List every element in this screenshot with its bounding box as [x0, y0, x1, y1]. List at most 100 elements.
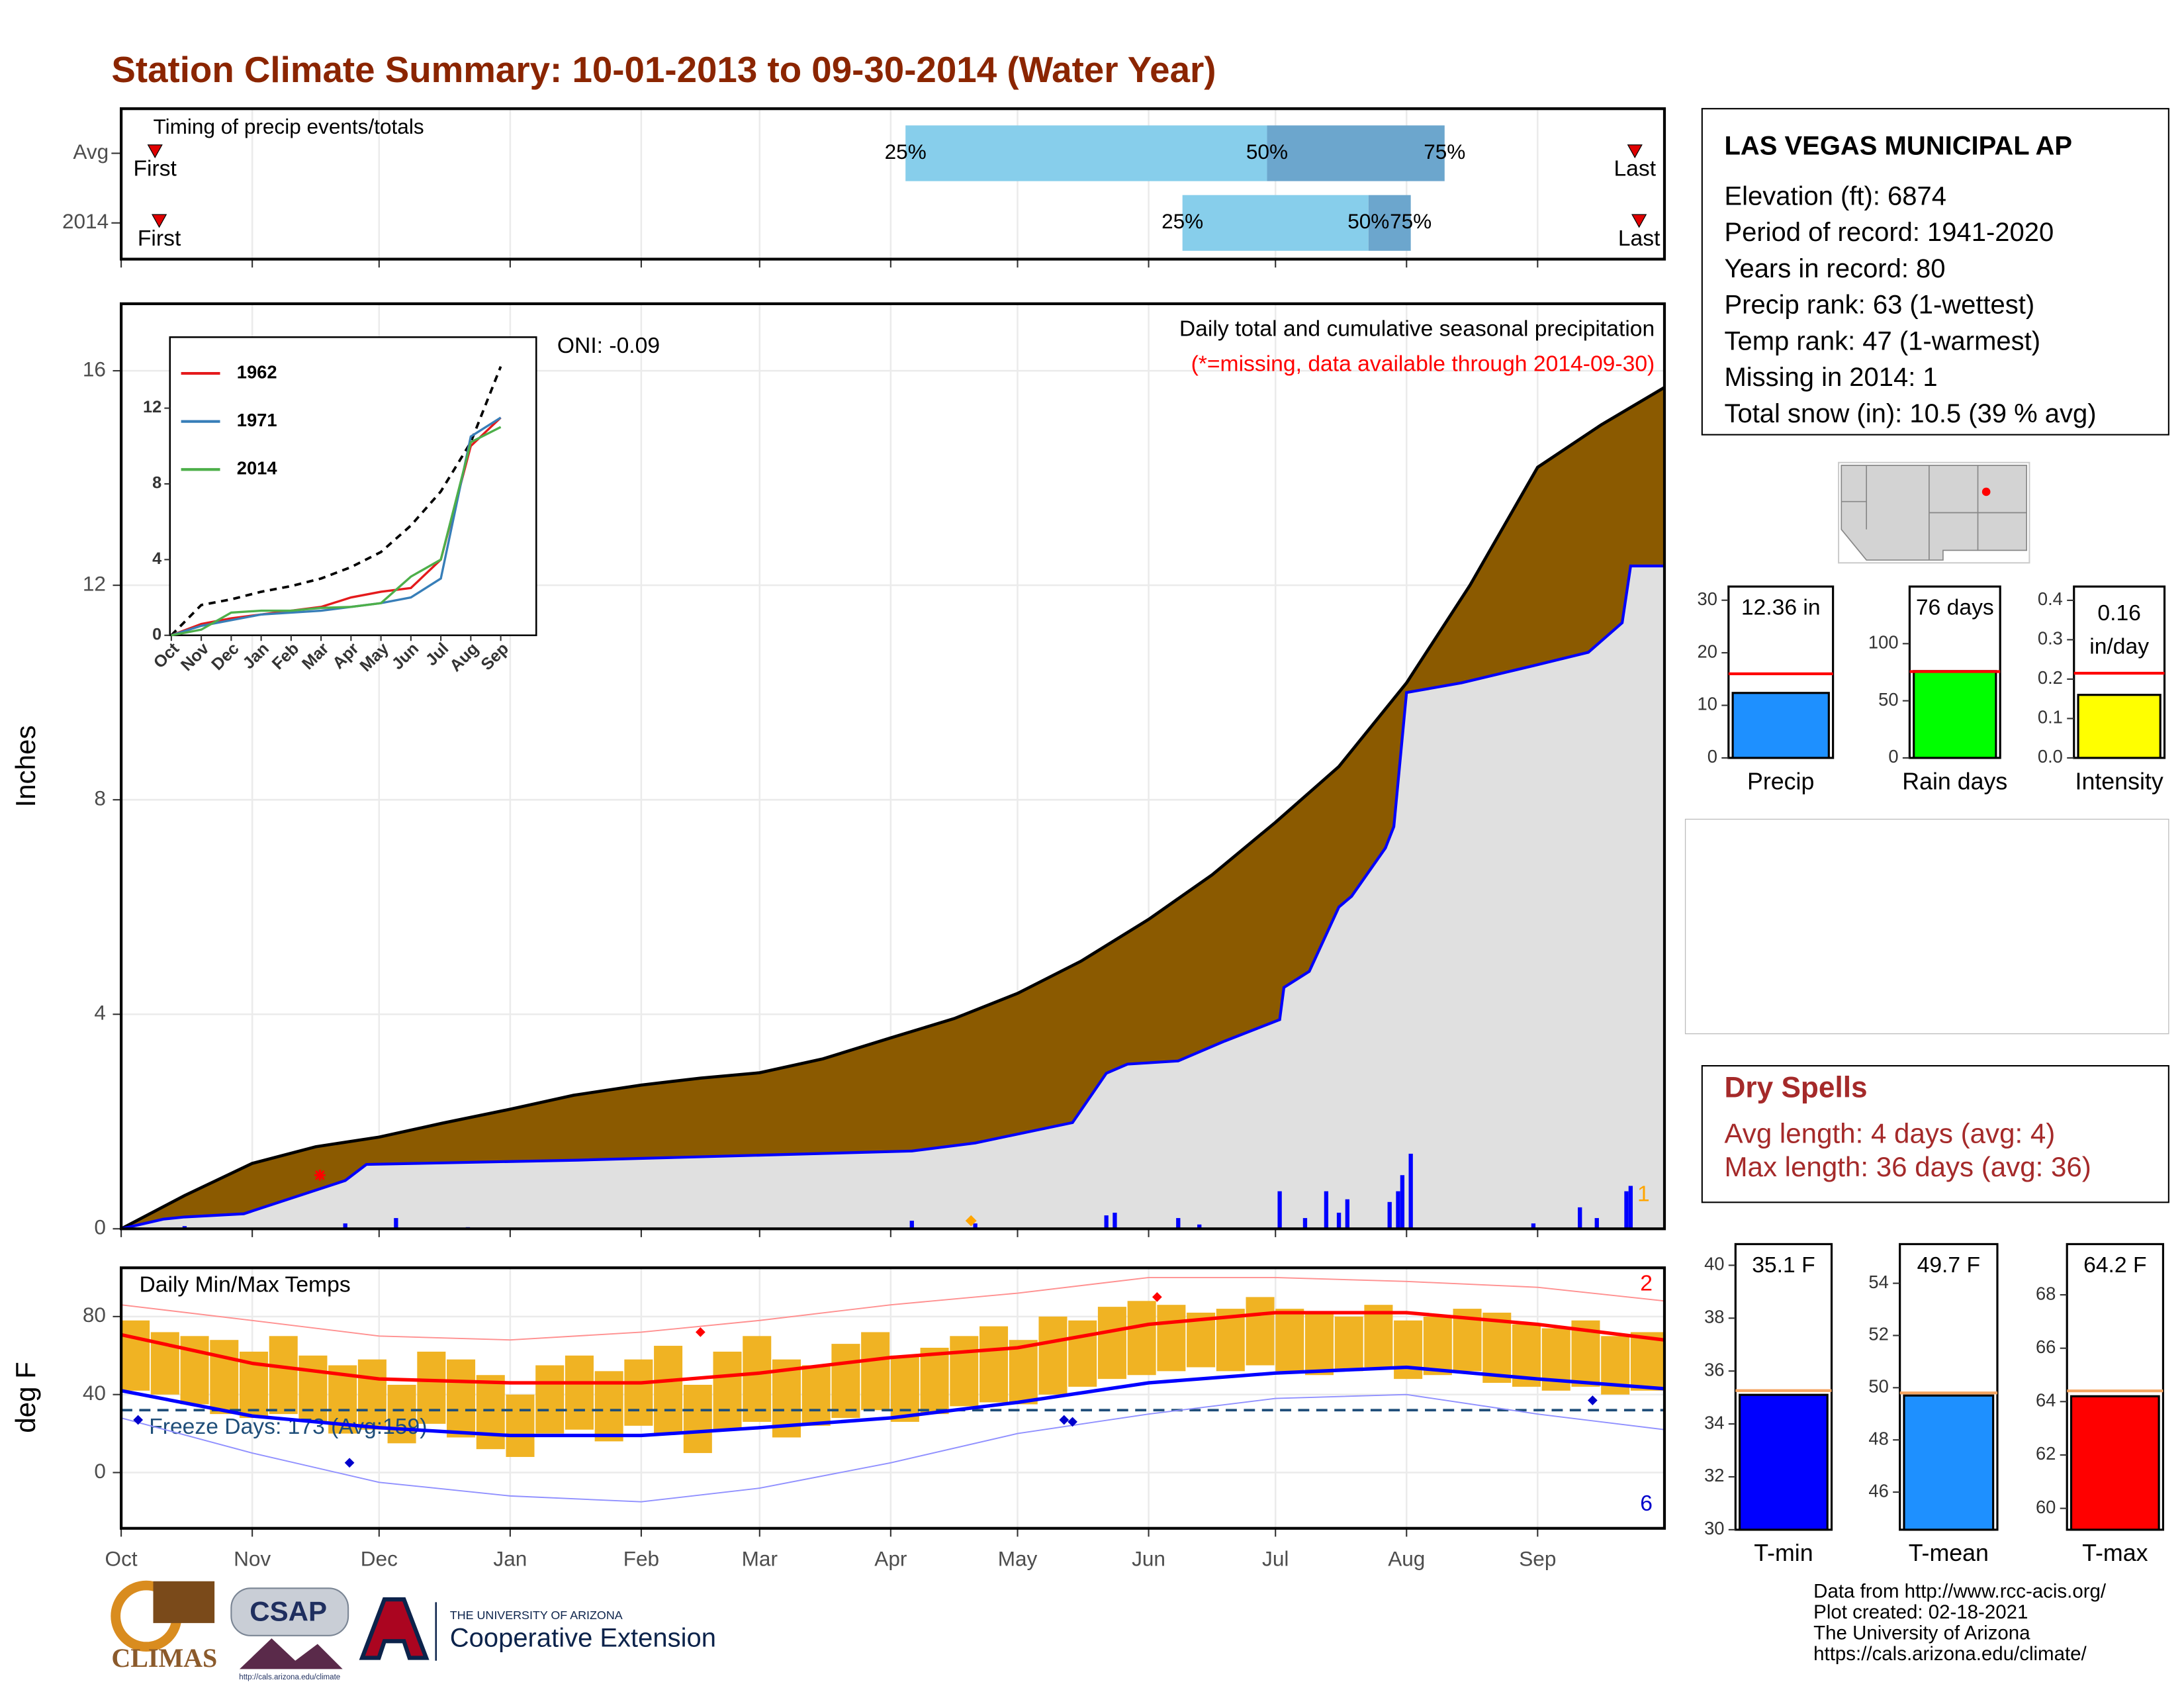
daily-precip-bar	[1302, 1218, 1308, 1229]
daily-temp-bar	[1394, 1320, 1423, 1380]
daily-precip-bar	[1396, 1191, 1400, 1229]
missing-marker	[314, 1169, 326, 1181]
gauge-tick-label: 38	[1704, 1307, 1724, 1327]
daily-temp-bar	[1423, 1316, 1452, 1376]
panel-title: Daily total and cumulative seasonal prec…	[1179, 317, 1655, 342]
flag-count: 1	[1637, 1182, 1650, 1207]
temp-line	[120, 1311, 1665, 1385]
csap-url: http://cals.arizona.edu/climate	[239, 1673, 340, 1681]
quantile-label: 50%	[1246, 140, 1288, 164]
y-tick-label: 80	[83, 1303, 106, 1327]
gauge-category: Rain days	[1902, 768, 2007, 794]
dry-spells-line: Max length: 36 days (avg: 36)	[1724, 1151, 2091, 1182]
quantile-label: 25%	[1161, 209, 1203, 233]
daily-precip-bar	[1624, 1191, 1629, 1229]
daily-temp-bar	[1097, 1307, 1126, 1380]
daily-temp-bar	[654, 1346, 683, 1434]
gauge-tick-label: 50	[1878, 689, 1898, 710]
gauge-tick-label: 50	[1868, 1376, 1888, 1397]
x-tick-label: May	[998, 1547, 1038, 1571]
gauge-category: Precip	[1747, 768, 1814, 794]
daily-temp-bar	[861, 1332, 890, 1411]
timing-marker	[147, 144, 163, 159]
daily-temp-bar	[950, 1336, 979, 1407]
footer-line: The University of Arizona	[1813, 1622, 2030, 1644]
record-marker	[344, 1458, 355, 1468]
marker-label: First	[133, 157, 177, 181]
page-title: Station Climate Summary: 10-01-2013 to 0…	[111, 49, 1216, 90]
daily-temp-bar	[1009, 1340, 1038, 1405]
daily-temp-bar	[180, 1336, 209, 1405]
y-tick-label: 40	[83, 1381, 106, 1405]
daily-precip-bar	[1113, 1212, 1117, 1229]
daily-precip-bar	[1578, 1207, 1582, 1229]
daily-precip-bar	[1400, 1175, 1405, 1229]
timing-frame	[119, 107, 1666, 261]
quantile-bar	[1182, 195, 1369, 251]
y-tick-label: 0	[94, 1215, 106, 1239]
station-line: Total snow (in): 10.5 (39 % avg)	[1724, 399, 2096, 428]
gauge-tick-label: 30	[1698, 588, 1717, 609]
gauge-tick-label: 54	[1868, 1272, 1888, 1292]
record-marker	[1588, 1395, 1598, 1405]
ua-logo	[359, 1597, 430, 1660]
station-name: LAS VEGAS MUNICIPAL AP	[1724, 132, 2072, 161]
csap-logo-text: CSAP	[250, 1595, 327, 1626]
daily-temp-bar	[1127, 1301, 1156, 1376]
temp-line	[120, 1276, 1665, 1341]
daily-precip-bar	[1531, 1223, 1536, 1229]
station-line: Years in record: 80	[1724, 254, 1945, 283]
gauge-tick-label: 46	[1868, 1480, 1888, 1501]
daily-precip-bar	[973, 1223, 978, 1229]
climas-emblem-block	[153, 1581, 215, 1623]
record-low-count: 6	[1640, 1491, 1653, 1516]
daily-precip-bar	[1176, 1218, 1181, 1229]
gauge-value-label: 64.2 F	[2083, 1253, 2146, 1278]
station-line: Elevation (ft): 6874	[1724, 181, 1946, 211]
x-tick-label: Sep	[1519, 1547, 1556, 1571]
gauge-tick-label: 0.0	[2038, 746, 2063, 767]
station-line: Precip rank: 63 (1-wettest)	[1724, 291, 2034, 320]
timing-marker	[152, 214, 167, 228]
cumulative-line	[120, 564, 1664, 1231]
daily-precip-bar	[1345, 1199, 1349, 1229]
inset-y-tick-label: 0	[152, 625, 161, 643]
daily-temp-bar	[1246, 1297, 1275, 1366]
dry-spells-line: Avg length: 4 days (avg: 4)	[1724, 1117, 2055, 1149]
station-box	[1701, 108, 2169, 436]
csap-cloud	[230, 1587, 349, 1636]
inset-y-tick-label: 4	[152, 549, 161, 568]
x-tick-label: Jun	[1132, 1547, 1165, 1571]
station-line: Missing in 2014: 1	[1724, 363, 1937, 392]
legend-label: 1971	[237, 410, 277, 430]
daily-temp-bar	[357, 1359, 387, 1430]
locator-map	[1838, 461, 2030, 564]
y-axis-label: deg F	[10, 1362, 41, 1433]
gauge-tick-label: 10	[1698, 694, 1717, 714]
gauge-tick-label: 100	[1868, 632, 1899, 653]
gauge-value-label: 76 days	[1916, 596, 1994, 620]
gauge-unit-label: in/day	[2089, 635, 2149, 659]
marker-label: Last	[1614, 157, 1656, 181]
gauge-tick-label: 0	[1707, 746, 1717, 767]
gauge-tick-label: 0.1	[2038, 707, 2063, 727]
temp-line	[120, 1393, 1665, 1503]
gauge-tick-label: 66	[2036, 1336, 2056, 1357]
daily-precip-bar	[1324, 1191, 1329, 1229]
gauge-value-label: 0.16	[2097, 601, 2141, 626]
daily-temp-bar	[1157, 1305, 1186, 1372]
gauge-tick-label: 64	[2036, 1390, 2056, 1411]
row-label: Avg	[73, 140, 109, 164]
logos: CLIMAS CSAP http://cals.arizona.edu/clim…	[111, 1580, 716, 1681]
ua-line2: Cooperative Extension	[450, 1624, 716, 1653]
gauge-tick-label: 68	[2036, 1283, 2056, 1303]
daily-temp-bar	[743, 1336, 772, 1422]
flagged-marker	[965, 1215, 977, 1227]
daily-temp-bar	[683, 1384, 712, 1454]
daily-precip-bar	[343, 1223, 347, 1229]
gauge-bar	[2077, 694, 2161, 759]
gauge-tick-label: 0.4	[2038, 588, 2063, 609]
gauge-category: Intensity	[2075, 768, 2163, 794]
daily-precip-bar	[1277, 1191, 1282, 1229]
dry-spells-title: Dry Spells	[1724, 1072, 1867, 1104]
